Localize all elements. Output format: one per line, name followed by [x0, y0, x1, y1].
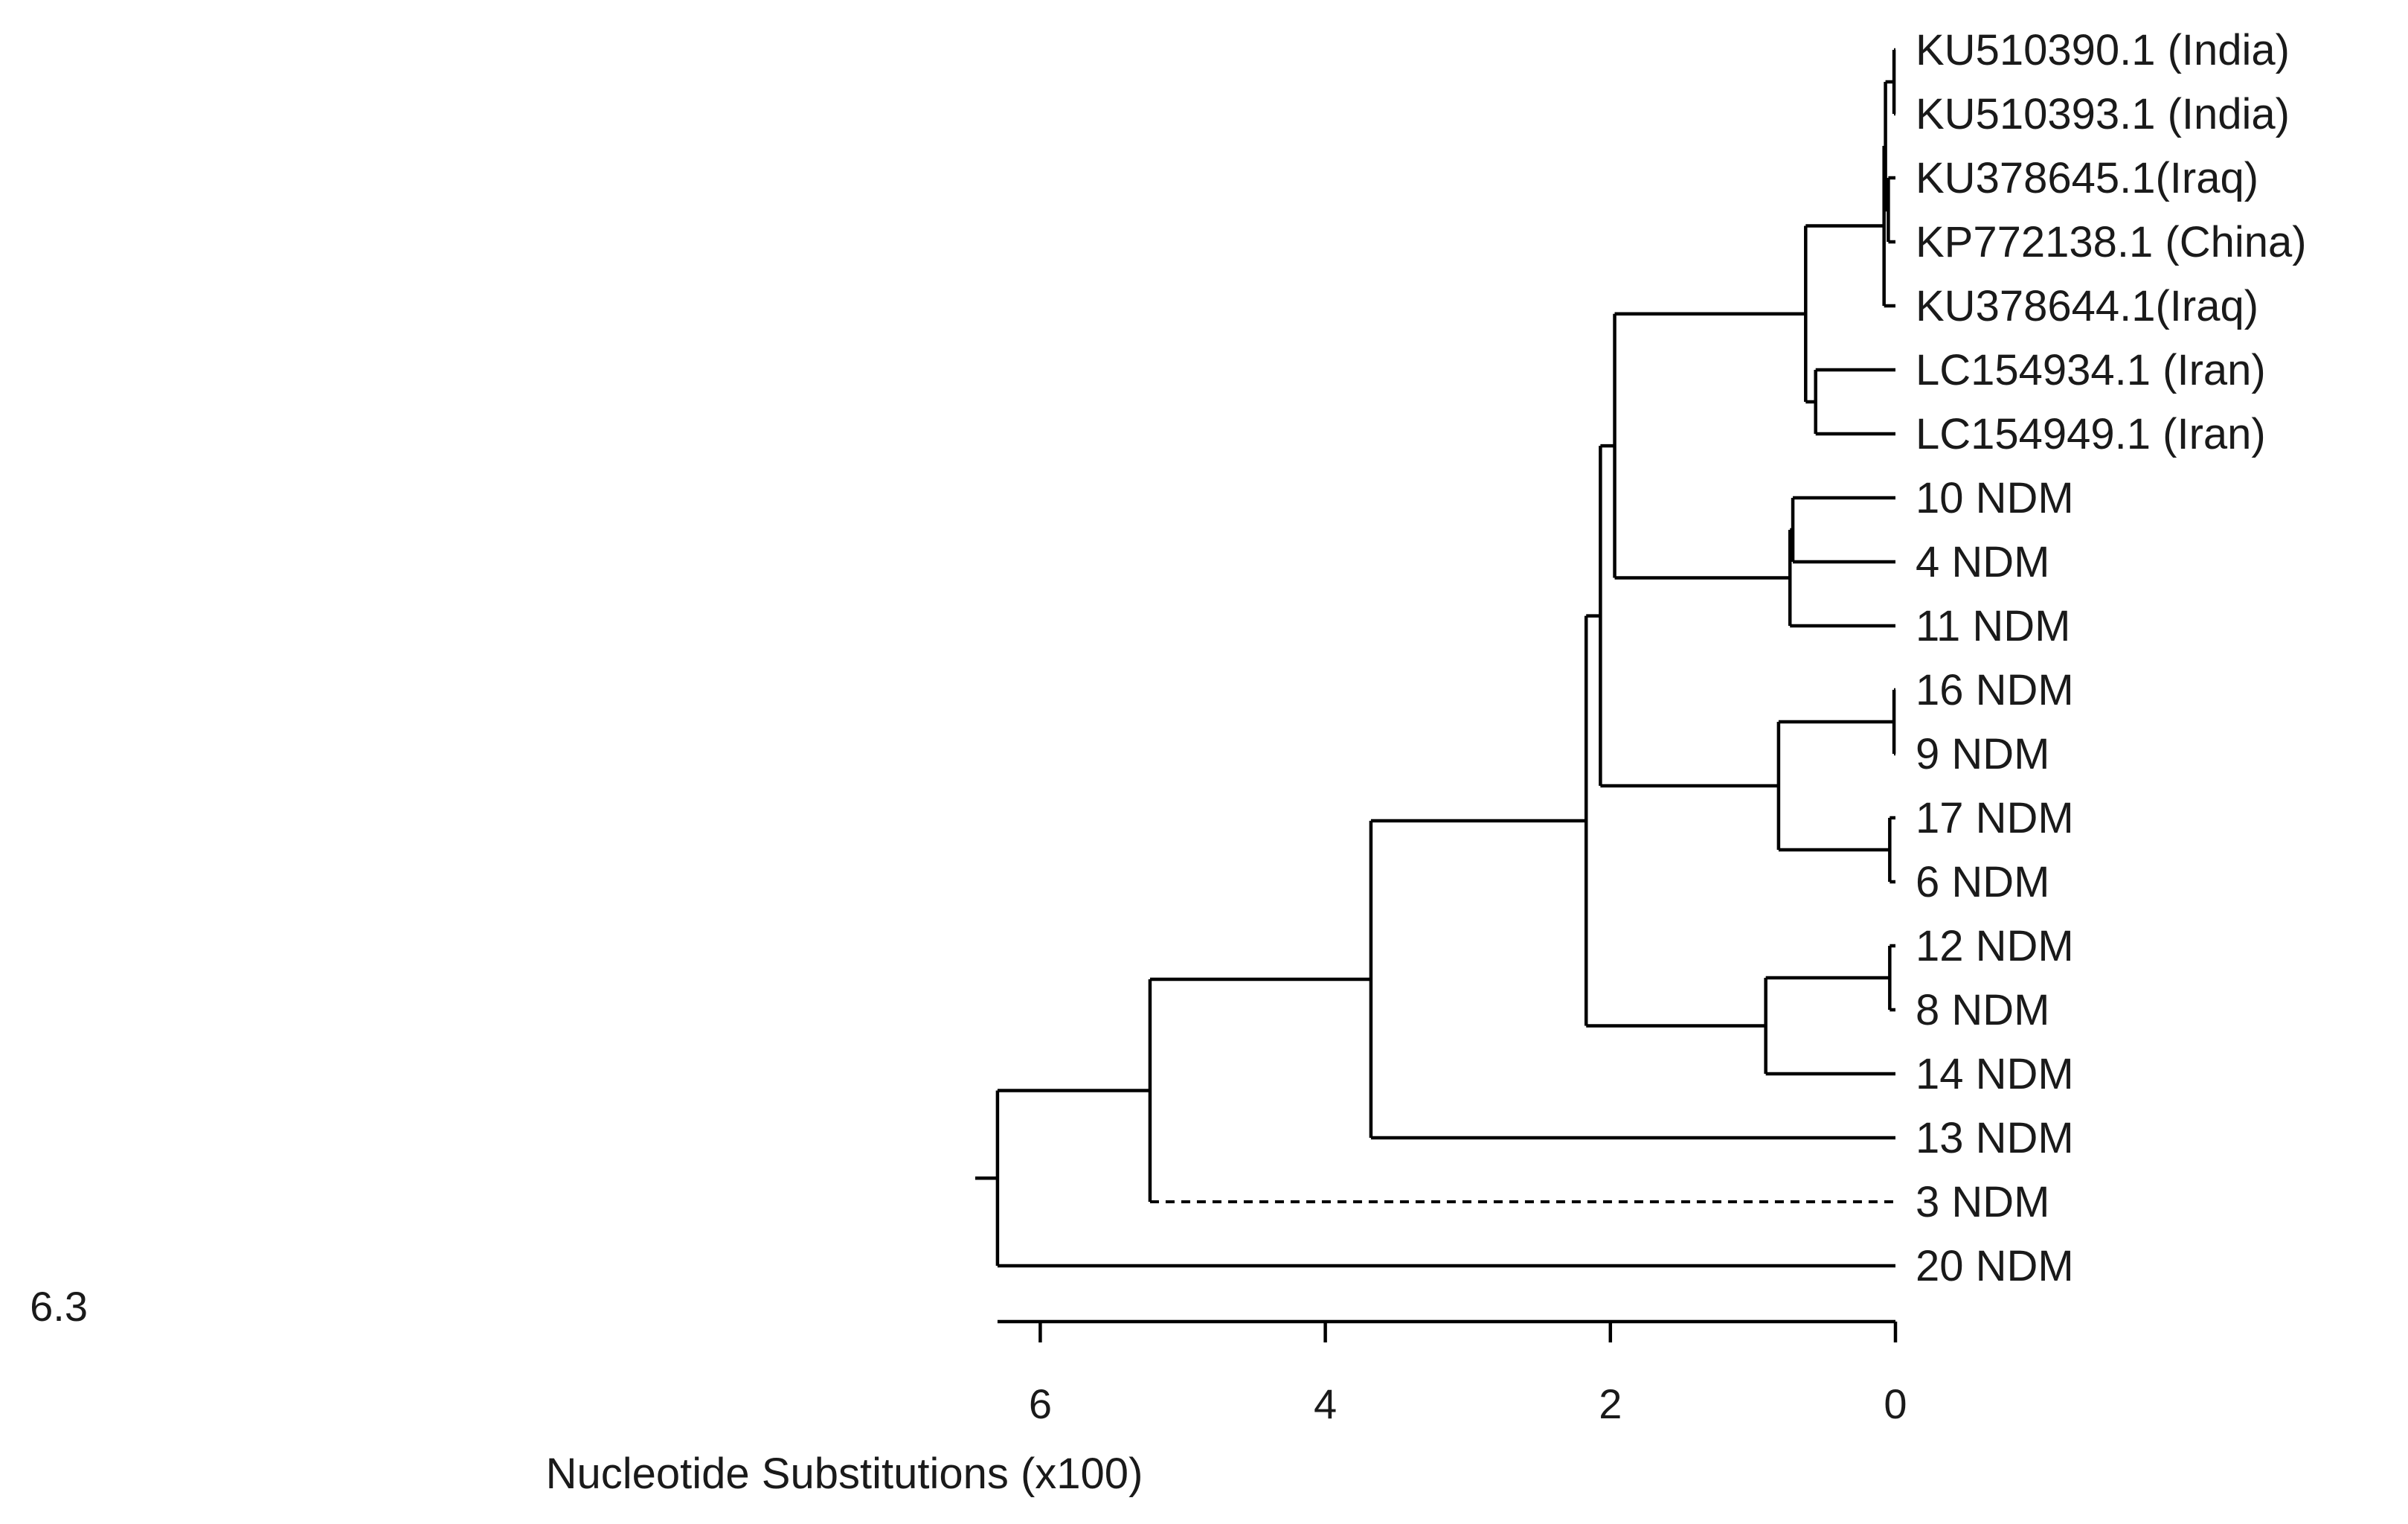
leaf-label: LC154934.1 (Iran)	[1916, 346, 2266, 394]
tree-branches	[975, 48, 1896, 1268]
x-axis: 6 4 2 0 Nucleotide Substitutions (x100) 6.3	[30, 1283, 1907, 1498]
leaf-label: 20 NDM	[1916, 1242, 2074, 1290]
leaf-label: 4 NDM	[1916, 538, 2049, 586]
x-axis-ticks: 6 4 2 0	[1029, 1322, 1907, 1427]
leaf-label: KU378644.1(Iraq)	[1916, 282, 2258, 330]
x-tick-label: 0	[1884, 1380, 1907, 1427]
leaf-label: 6 NDM	[1916, 858, 2049, 906]
x-axis-title: Nucleotide Substitutions (x100)	[546, 1450, 1143, 1498]
leaf-label: 12 NDM	[1916, 922, 2074, 970]
leaf-label: 17 NDM	[1916, 794, 2074, 842]
leaf-label: KU510393.1 (India)	[1916, 90, 2290, 138]
x-tick-label: 6	[1029, 1380, 1052, 1427]
leaf-label: 16 NDM	[1916, 666, 2074, 714]
leaf-label: LC154949.1 (Iran)	[1916, 410, 2266, 458]
leaf-label: KU378645.1(Iraq)	[1916, 154, 2258, 202]
x-tick-label: 2	[1599, 1380, 1622, 1427]
leaf-label: KP772138.1 (China)	[1916, 218, 2307, 266]
leaf-labels: KU510390.1 (India) KU510393.1 (India) KU37…	[1916, 26, 2307, 1290]
leaf-label: 3 NDM	[1916, 1178, 2049, 1226]
leaf-label: 14 NDM	[1916, 1050, 2074, 1098]
x-tick-label: 4	[1314, 1380, 1337, 1427]
leaf-label: 11 NDM	[1916, 602, 2070, 650]
leaf-label: 9 NDM	[1916, 730, 2049, 778]
leaf-label: KU510390.1 (India)	[1916, 26, 2290, 74]
leaf-label: 10 NDM	[1916, 474, 2074, 522]
total-length-label: 6.3	[30, 1283, 88, 1330]
leaf-label: 13 NDM	[1916, 1114, 2074, 1162]
leaf-label: 8 NDM	[1916, 986, 2049, 1034]
